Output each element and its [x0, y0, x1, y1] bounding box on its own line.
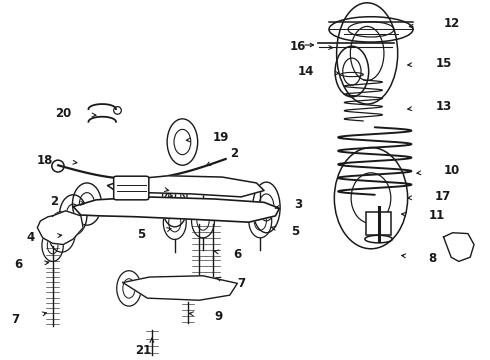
Text: 18: 18 — [36, 154, 52, 167]
Text: 16: 16 — [290, 40, 306, 53]
Text: 2: 2 — [50, 195, 58, 208]
Text: 4: 4 — [27, 231, 35, 244]
Text: 2: 2 — [230, 147, 238, 160]
Text: 17: 17 — [434, 190, 451, 203]
Text: 1: 1 — [134, 178, 142, 191]
FancyBboxPatch shape — [367, 212, 391, 235]
Text: 12: 12 — [443, 17, 460, 30]
Text: 11: 11 — [428, 210, 444, 222]
Polygon shape — [443, 233, 474, 261]
Text: 3: 3 — [294, 198, 303, 211]
FancyBboxPatch shape — [114, 176, 149, 200]
Text: 6: 6 — [14, 258, 22, 271]
Text: 8: 8 — [428, 252, 437, 265]
Text: 10: 10 — [443, 164, 460, 177]
Text: 6: 6 — [234, 248, 242, 261]
Text: 3: 3 — [139, 184, 147, 197]
Text: 7: 7 — [237, 277, 245, 290]
Text: 5: 5 — [291, 225, 299, 238]
Text: 14: 14 — [297, 65, 314, 78]
Text: 21: 21 — [136, 345, 152, 357]
Polygon shape — [73, 197, 279, 222]
Text: 13: 13 — [436, 100, 452, 113]
Text: 9: 9 — [215, 310, 223, 323]
Polygon shape — [108, 176, 264, 197]
Text: 5: 5 — [138, 228, 146, 241]
Text: 20: 20 — [55, 107, 71, 120]
Polygon shape — [37, 211, 83, 244]
Polygon shape — [123, 276, 237, 300]
Text: 19: 19 — [213, 131, 229, 144]
Text: 15: 15 — [436, 57, 452, 69]
Text: 7: 7 — [12, 313, 20, 326]
